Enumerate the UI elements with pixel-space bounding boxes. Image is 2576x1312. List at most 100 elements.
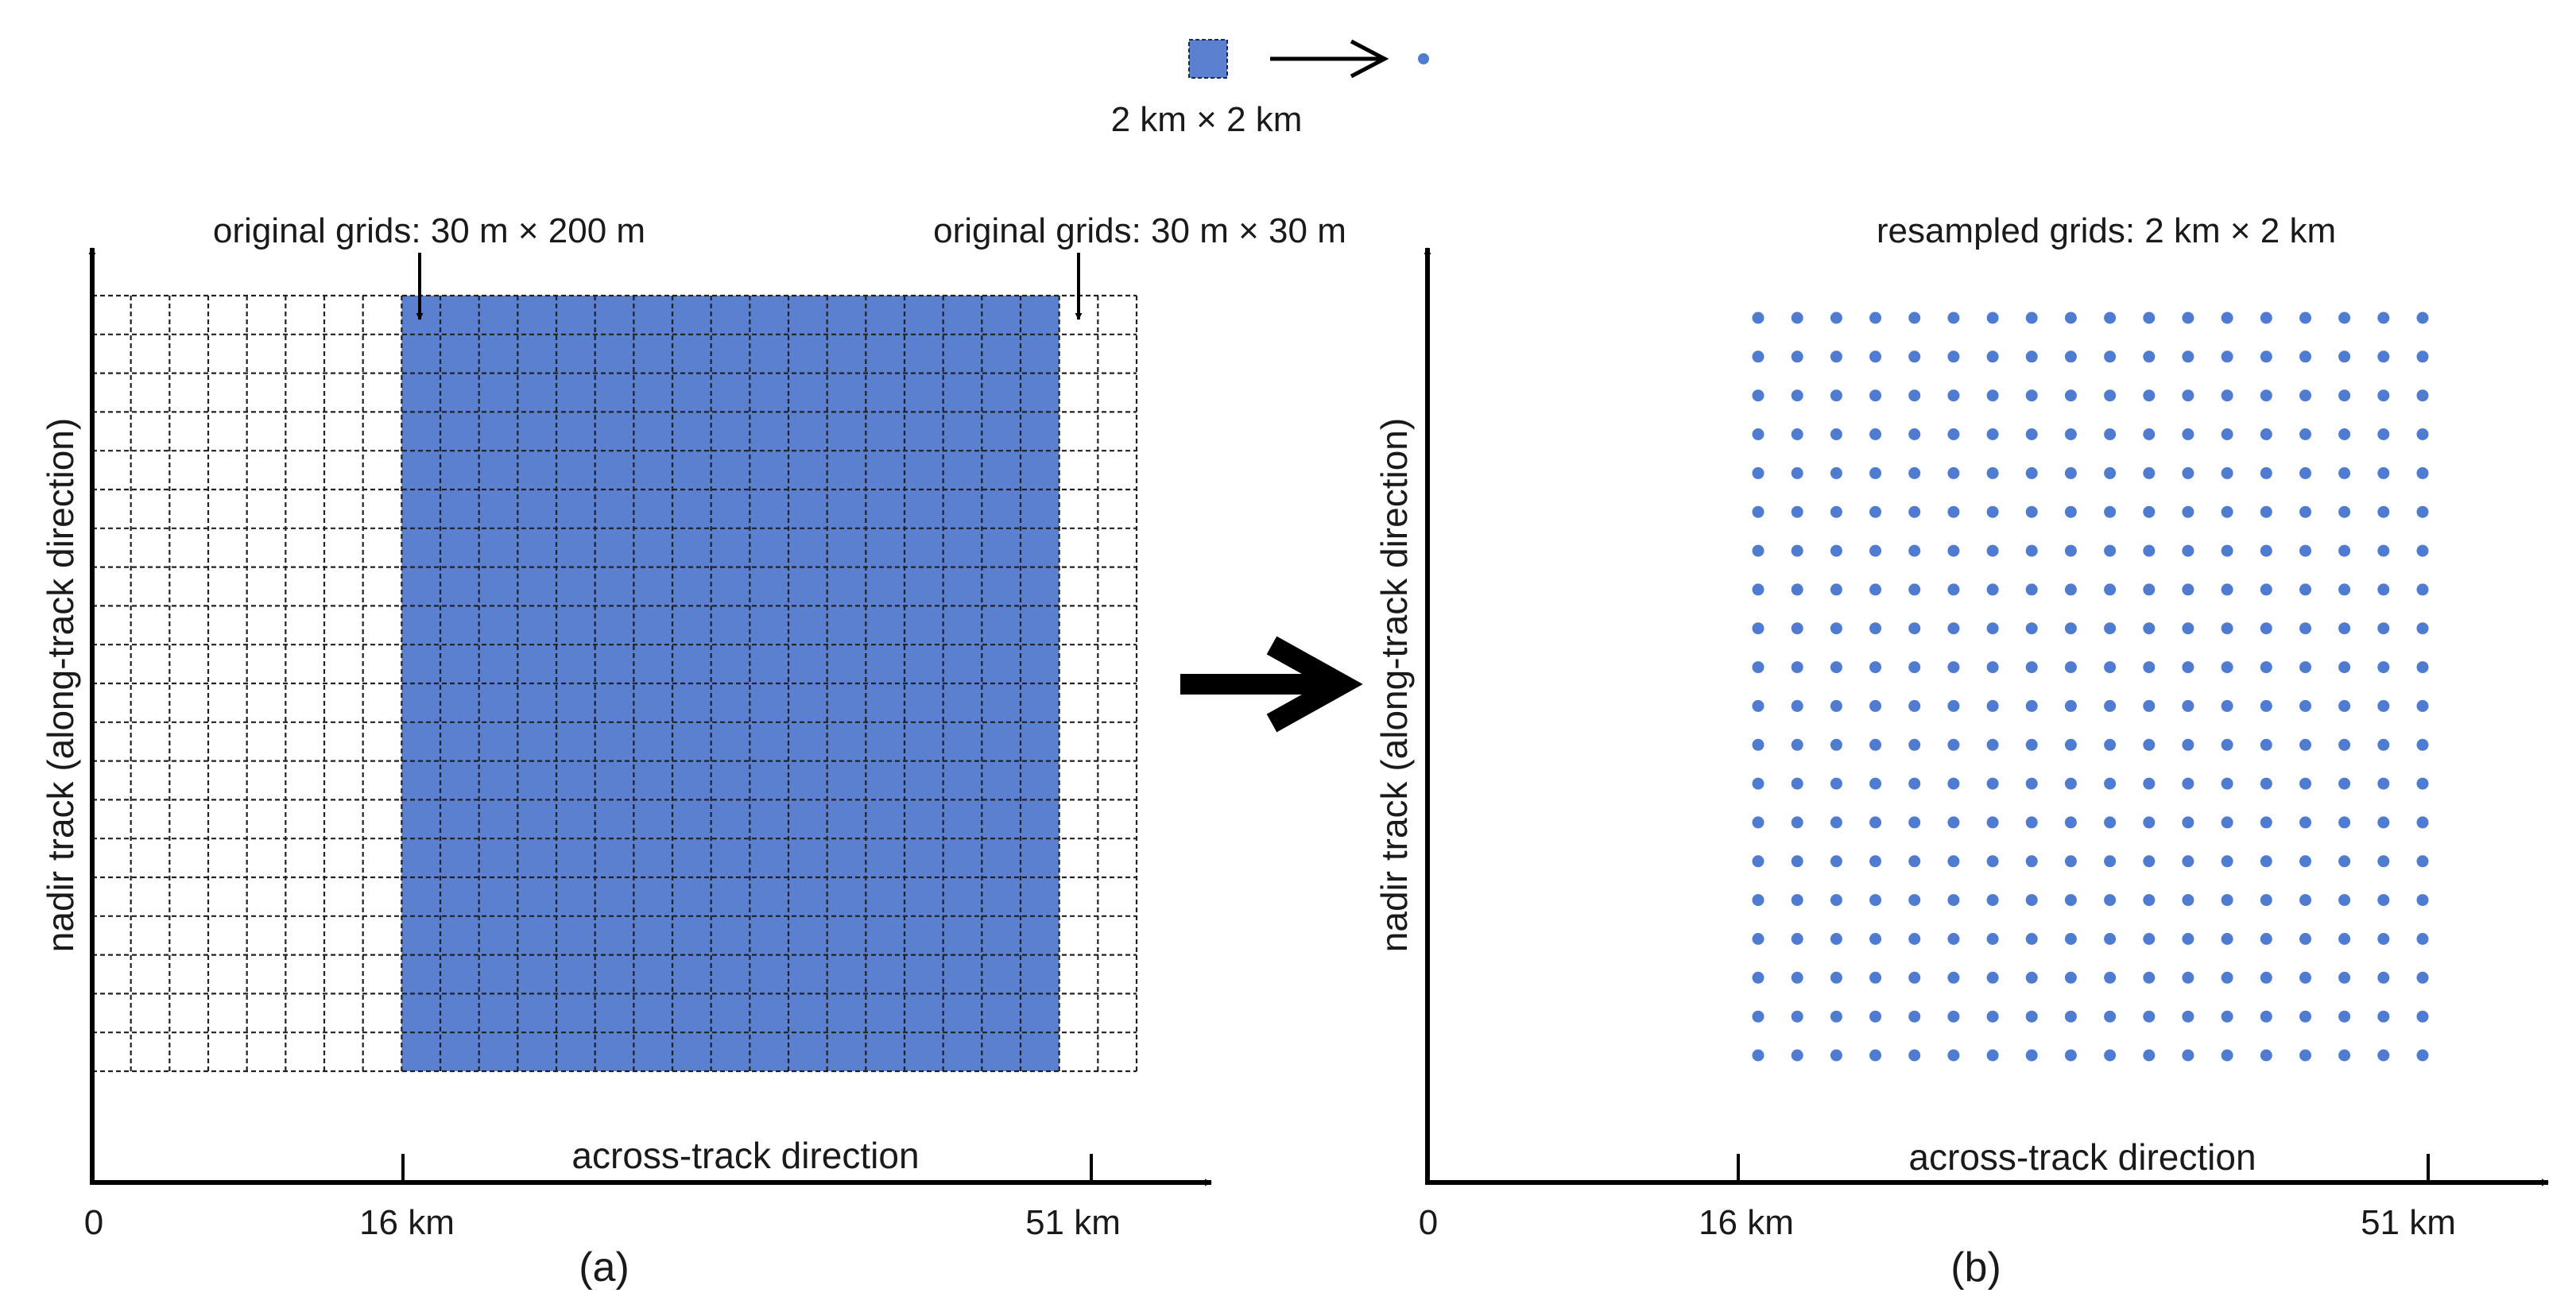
resampled-point (2104, 1010, 2117, 1023)
resampled-point (2025, 699, 2038, 712)
resampled-point (2260, 894, 2272, 907)
panel-b-label: (b) (1950, 1244, 2001, 1291)
resampled-point (1947, 1010, 1960, 1023)
resampled-point (1869, 505, 1881, 518)
resampled-point (2260, 1010, 2272, 1023)
resampled-point (2299, 466, 2311, 479)
resampled-point (1791, 428, 1803, 440)
resampled-point (1947, 622, 1960, 635)
resampled-point (2143, 389, 2156, 402)
resampled-point (2377, 661, 2390, 674)
resampled-point (1986, 622, 1999, 635)
resampled-point (2143, 971, 2156, 984)
resampled-point (2064, 933, 2077, 945)
resampled-point (1947, 312, 1960, 324)
resampled-point (2064, 389, 2077, 402)
legend-arrow-icon (1270, 39, 1389, 79)
resampled-point (2104, 661, 2117, 674)
resampled-point (2143, 661, 2156, 674)
resampled-point (1986, 738, 1999, 751)
resampled-point (2260, 855, 2272, 868)
resampled-point (1869, 661, 1881, 674)
resampled-point (2416, 777, 2429, 790)
legend-dot (1418, 53, 1429, 64)
resampled-point (2221, 583, 2233, 596)
resampled-point (1986, 544, 1999, 557)
resampled-point (2221, 894, 2233, 907)
resampled-point (2299, 661, 2311, 674)
resampled-point (1791, 350, 1803, 363)
legend-caption: 2 km × 2 km (1111, 100, 1303, 139)
resampled-point (2299, 1010, 2311, 1023)
panel-b-tick-label-0: 0 (1419, 1203, 1438, 1242)
resampled-point (2338, 894, 2351, 907)
resampled-point (2064, 505, 2077, 518)
resampled-point (1752, 855, 1764, 868)
resampled-point (1947, 505, 1960, 518)
resampled-point (1986, 350, 1999, 363)
resampled-point (2299, 855, 2311, 868)
resampled-point (1869, 350, 1881, 363)
resampled-point (2143, 699, 2156, 712)
resampled-point (2338, 622, 2351, 635)
resampled-point (2377, 312, 2390, 324)
resampled-point (1791, 816, 1803, 829)
resampled-point (2064, 699, 2077, 712)
resampled-point (2221, 428, 2233, 440)
resampled-point (1752, 505, 1764, 518)
resampled-point (1869, 622, 1881, 635)
resampled-point (2143, 466, 2156, 479)
resampled-point (1908, 971, 1921, 984)
resampled-point (2221, 505, 2233, 518)
resampled-point (1908, 466, 1921, 479)
resampled-point (1947, 661, 1960, 674)
resampled-point (2025, 505, 2038, 518)
resampled-point (1791, 312, 1803, 324)
resampled-point (1830, 699, 1842, 712)
resampled-point (1869, 894, 1881, 907)
resampled-point (2182, 428, 2194, 440)
resampled-point (2377, 428, 2390, 440)
resampled-point (2064, 544, 2077, 557)
resampled-point (2143, 505, 2156, 518)
resampled-point (1869, 777, 1881, 790)
resampled-point (2104, 855, 2117, 868)
resampled-point (2338, 544, 2351, 557)
resampled-point (2416, 622, 2429, 635)
resampled-point (1752, 466, 1764, 479)
resampled-point (2260, 1049, 2272, 1062)
resampled-point (2221, 1049, 2233, 1062)
resampled-point (2143, 738, 2156, 751)
resampled-point (2025, 389, 2038, 402)
resampled-point (1830, 971, 1842, 984)
resampled-point (2377, 389, 2390, 402)
resampled-point (2416, 816, 2429, 829)
resampled-point (2104, 544, 2117, 557)
resampled-point (1908, 622, 1921, 635)
resampled-point (1752, 661, 1764, 674)
resampled-point (2221, 738, 2233, 751)
panel-b-dots (1752, 312, 2429, 1062)
resampled-point (2104, 389, 2117, 402)
resampled-point (1986, 505, 1999, 518)
resampled-point (2416, 389, 2429, 402)
resampled-point (2377, 622, 2390, 635)
resampled-point (1986, 428, 1999, 440)
panel-b-annot: resampled grids: 2 km × 2 km (1877, 211, 2336, 250)
resampled-point (2416, 544, 2429, 557)
resampled-point (1752, 312, 1764, 324)
resampled-point (2064, 428, 2077, 440)
resampled-point (1908, 777, 1921, 790)
resampled-point (2377, 544, 2390, 557)
resampled-point (2416, 312, 2429, 324)
resampled-point (2064, 855, 2077, 868)
resampled-point (2221, 622, 2233, 635)
resampled-point (1908, 816, 1921, 829)
resampled-point (1986, 699, 1999, 712)
resampled-point (1986, 816, 1999, 829)
resampled-point (2338, 466, 2351, 479)
resampled-point (2338, 816, 2351, 829)
resampled-point (2221, 466, 2233, 479)
resampled-point (1986, 777, 1999, 790)
resampled-point (2064, 583, 2077, 596)
